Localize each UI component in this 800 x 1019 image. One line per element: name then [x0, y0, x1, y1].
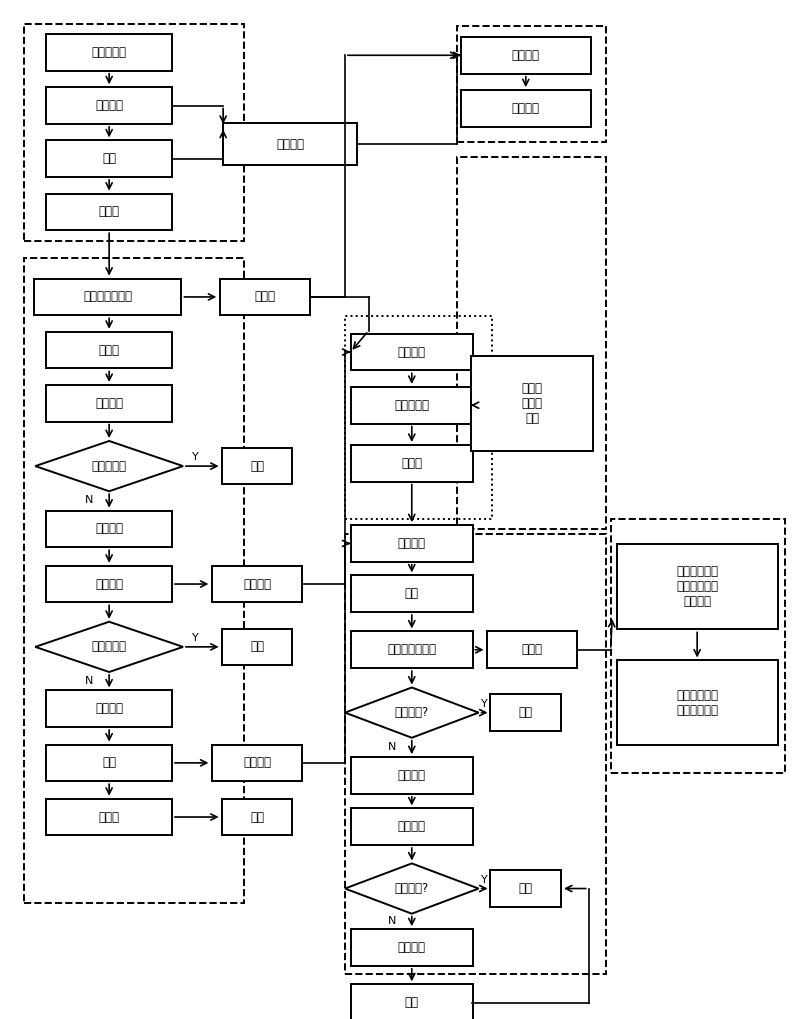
FancyBboxPatch shape	[461, 37, 590, 73]
Text: 机械过滤: 机械过滤	[95, 99, 123, 112]
Text: 回收: 回收	[250, 460, 264, 473]
Text: 机械过滤: 机械过滤	[398, 941, 426, 954]
FancyBboxPatch shape	[351, 808, 473, 845]
FancyBboxPatch shape	[471, 356, 593, 450]
FancyBboxPatch shape	[46, 745, 172, 782]
FancyBboxPatch shape	[351, 929, 473, 966]
Text: 絮凝沉淀: 絮凝沉淀	[95, 578, 123, 591]
Text: 多级纳滤膜分离: 多级纳滤膜分离	[387, 643, 436, 656]
Text: N: N	[388, 743, 396, 752]
Text: 透过液: 透过液	[98, 343, 120, 357]
Text: 水质合格?: 水质合格?	[394, 882, 429, 895]
FancyBboxPatch shape	[46, 385, 172, 422]
FancyBboxPatch shape	[351, 632, 473, 668]
Polygon shape	[35, 622, 183, 672]
Text: 加入药剂: 加入药剂	[398, 769, 426, 782]
Text: 上清液: 上清液	[402, 457, 422, 470]
FancyBboxPatch shape	[490, 694, 561, 731]
FancyBboxPatch shape	[46, 141, 172, 177]
FancyBboxPatch shape	[46, 194, 172, 230]
Text: 上清液: 上清液	[98, 810, 120, 823]
Text: 水质合格？: 水质合格？	[92, 460, 126, 473]
FancyBboxPatch shape	[487, 632, 578, 668]
Text: 酸性沉淀: 酸性沉淀	[243, 578, 271, 591]
Text: 浓缩液: 浓缩液	[254, 290, 275, 304]
FancyBboxPatch shape	[46, 566, 172, 602]
FancyBboxPatch shape	[351, 576, 473, 612]
Text: N: N	[388, 916, 396, 926]
Text: 浓缩液: 浓缩液	[522, 643, 542, 656]
Text: 多级纳滤膜分离: 多级纳滤膜分离	[83, 290, 132, 304]
Polygon shape	[35, 441, 183, 491]
Text: 微滤: 微滤	[405, 997, 418, 1009]
FancyBboxPatch shape	[46, 691, 172, 728]
Text: 回收: 回收	[250, 640, 264, 653]
Text: 制成砖坯: 制成砖坯	[512, 102, 540, 115]
Text: 沉淀混合: 沉淀混合	[512, 49, 540, 62]
Text: 微滤: 微滤	[405, 587, 418, 600]
Text: 微滤: 微滤	[102, 152, 116, 165]
Text: 水质合格？: 水质合格？	[92, 640, 126, 653]
FancyBboxPatch shape	[46, 332, 172, 369]
FancyBboxPatch shape	[351, 387, 473, 424]
Text: 回收: 回收	[518, 706, 533, 719]
Text: 中和曝气: 中和曝气	[398, 345, 426, 359]
FancyBboxPatch shape	[222, 629, 292, 665]
FancyBboxPatch shape	[351, 757, 473, 794]
FancyBboxPatch shape	[351, 984, 473, 1019]
Text: Y: Y	[192, 633, 199, 643]
FancyBboxPatch shape	[461, 90, 590, 126]
FancyBboxPatch shape	[222, 447, 292, 484]
FancyBboxPatch shape	[46, 34, 172, 70]
Text: 絮凝、沉降: 絮凝、沉降	[394, 398, 430, 412]
Text: 回收: 回收	[518, 882, 533, 895]
FancyBboxPatch shape	[617, 544, 778, 630]
FancyBboxPatch shape	[351, 445, 473, 482]
Text: N: N	[86, 495, 94, 505]
Text: Y: Y	[481, 699, 487, 709]
FancyBboxPatch shape	[212, 745, 302, 782]
FancyBboxPatch shape	[351, 525, 473, 561]
Text: 机械过滤: 机械过滤	[398, 537, 426, 550]
Text: 浓缩废水: 浓缩废水	[276, 138, 304, 151]
FancyBboxPatch shape	[222, 799, 292, 836]
Text: 沉淀物干燥后
为铁氧体产品: 沉淀物干燥后 为铁氧体产品	[676, 689, 718, 717]
FancyBboxPatch shape	[617, 660, 778, 746]
Text: 絮凝沉淀: 絮凝沉淀	[398, 820, 426, 834]
FancyBboxPatch shape	[219, 278, 310, 315]
FancyBboxPatch shape	[46, 511, 172, 547]
Polygon shape	[345, 863, 478, 914]
Text: Y: Y	[192, 452, 199, 463]
Text: 可控曝气共沉
淀法制铁氧体
纳米颗粒: 可控曝气共沉 淀法制铁氧体 纳米颗粒	[676, 566, 718, 608]
Text: 回收: 回收	[250, 810, 264, 823]
FancyBboxPatch shape	[46, 88, 172, 124]
Text: 微滤: 微滤	[102, 756, 116, 769]
Text: 水质检测: 水质检测	[95, 396, 123, 410]
FancyBboxPatch shape	[46, 799, 172, 836]
Text: N: N	[86, 676, 94, 686]
FancyBboxPatch shape	[223, 123, 357, 165]
FancyBboxPatch shape	[34, 278, 182, 315]
Text: Y: Y	[481, 875, 487, 884]
Text: 加入药剂: 加入药剂	[95, 523, 123, 535]
Text: 水质合格?: 水质合格?	[394, 706, 429, 719]
FancyBboxPatch shape	[351, 333, 473, 371]
Text: 机械过滤: 机械过滤	[95, 702, 123, 715]
Text: 酸性沉淀: 酸性沉淀	[243, 756, 271, 769]
Text: 原酸性污水: 原酸性污水	[92, 46, 126, 59]
Text: 弱碱性
或中性
沉淀: 弱碱性 或中性 沉淀	[522, 382, 542, 425]
Polygon shape	[345, 688, 478, 738]
Text: 滤出液: 滤出液	[98, 206, 120, 218]
FancyBboxPatch shape	[212, 566, 302, 602]
FancyBboxPatch shape	[490, 870, 561, 907]
